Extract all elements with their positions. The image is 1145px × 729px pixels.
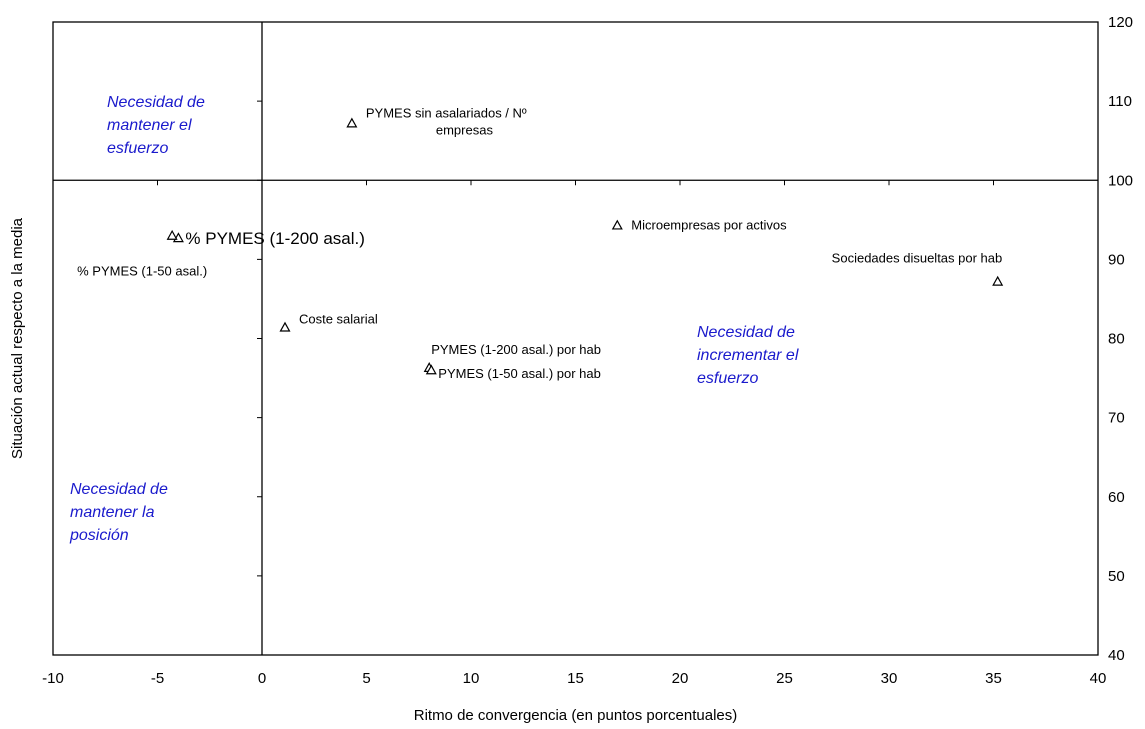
y-tick-label: 110 xyxy=(1108,93,1132,110)
y-axis-title: Situación actual respecto a la media xyxy=(9,217,26,459)
data-point xyxy=(346,117,358,128)
plot-frame xyxy=(52,21,1099,656)
x-tick-label: -5 xyxy=(151,670,164,687)
y-tick-label: 60 xyxy=(1108,489,1125,506)
data-point-label: % PYMES (1-200 asal.) xyxy=(185,229,365,248)
data-point-label: PYMES (1-50 asal.) por hab xyxy=(438,366,601,381)
y-tick-label: 40 xyxy=(1108,647,1125,664)
quadrant-label: mantener el xyxy=(107,117,192,134)
data-point xyxy=(166,229,178,240)
y-tick-label: 120 xyxy=(1108,14,1133,31)
data-point xyxy=(279,321,291,332)
x-tick-label: 40 xyxy=(1090,670,1107,687)
y-tick-label: 50 xyxy=(1108,568,1125,585)
y-tick-label: 70 xyxy=(1108,410,1125,427)
quadrant-label: esfuerzo xyxy=(107,140,168,157)
data-point-label: PYMES (1-200 asal.) por hab xyxy=(431,342,601,357)
x-tick-label: 5 xyxy=(362,670,370,687)
quadrant-label: Necesidad de xyxy=(70,481,168,498)
data-point-label: Microempresas por activos xyxy=(631,217,787,232)
quadrant-label: incrementar el xyxy=(697,347,799,364)
quadrant-label: esfuerzo xyxy=(697,370,758,387)
data-point-label: empresas xyxy=(436,122,494,137)
x-axis-title: Ritmo de convergencia (en puntos porcent… xyxy=(414,707,738,724)
x-tick-label: 35 xyxy=(985,670,1002,687)
x-tick-label: 10 xyxy=(463,670,480,687)
x-tick-label: 0 xyxy=(258,670,266,687)
quadrant-label: mantener la xyxy=(70,504,155,521)
data-point xyxy=(425,364,437,375)
data-point xyxy=(611,219,623,230)
data-point-label: Sociedades disueltas por hab xyxy=(832,251,1003,266)
data-point xyxy=(992,275,1004,286)
x-tick-label: 15 xyxy=(567,670,584,687)
y-tick-label: 100 xyxy=(1108,172,1133,189)
data-point-label: % PYMES (1-50 asal.) xyxy=(77,264,207,279)
x-tick-label: -10 xyxy=(42,670,64,687)
quadrant-label: posición xyxy=(69,527,129,544)
x-tick-label: 20 xyxy=(672,670,689,687)
data-point-label: Coste salarial xyxy=(299,311,378,326)
data-point-label: PYMES sin asalariados / Nº xyxy=(366,105,527,120)
x-tick-label: 25 xyxy=(776,670,793,687)
quadrant-label: Necesidad de xyxy=(107,94,205,111)
y-tick-label: 80 xyxy=(1108,331,1125,348)
x-tick-label: 30 xyxy=(881,670,898,687)
quadrant-label: Necesidad de xyxy=(697,324,795,341)
y-tick-label: 90 xyxy=(1108,251,1125,268)
